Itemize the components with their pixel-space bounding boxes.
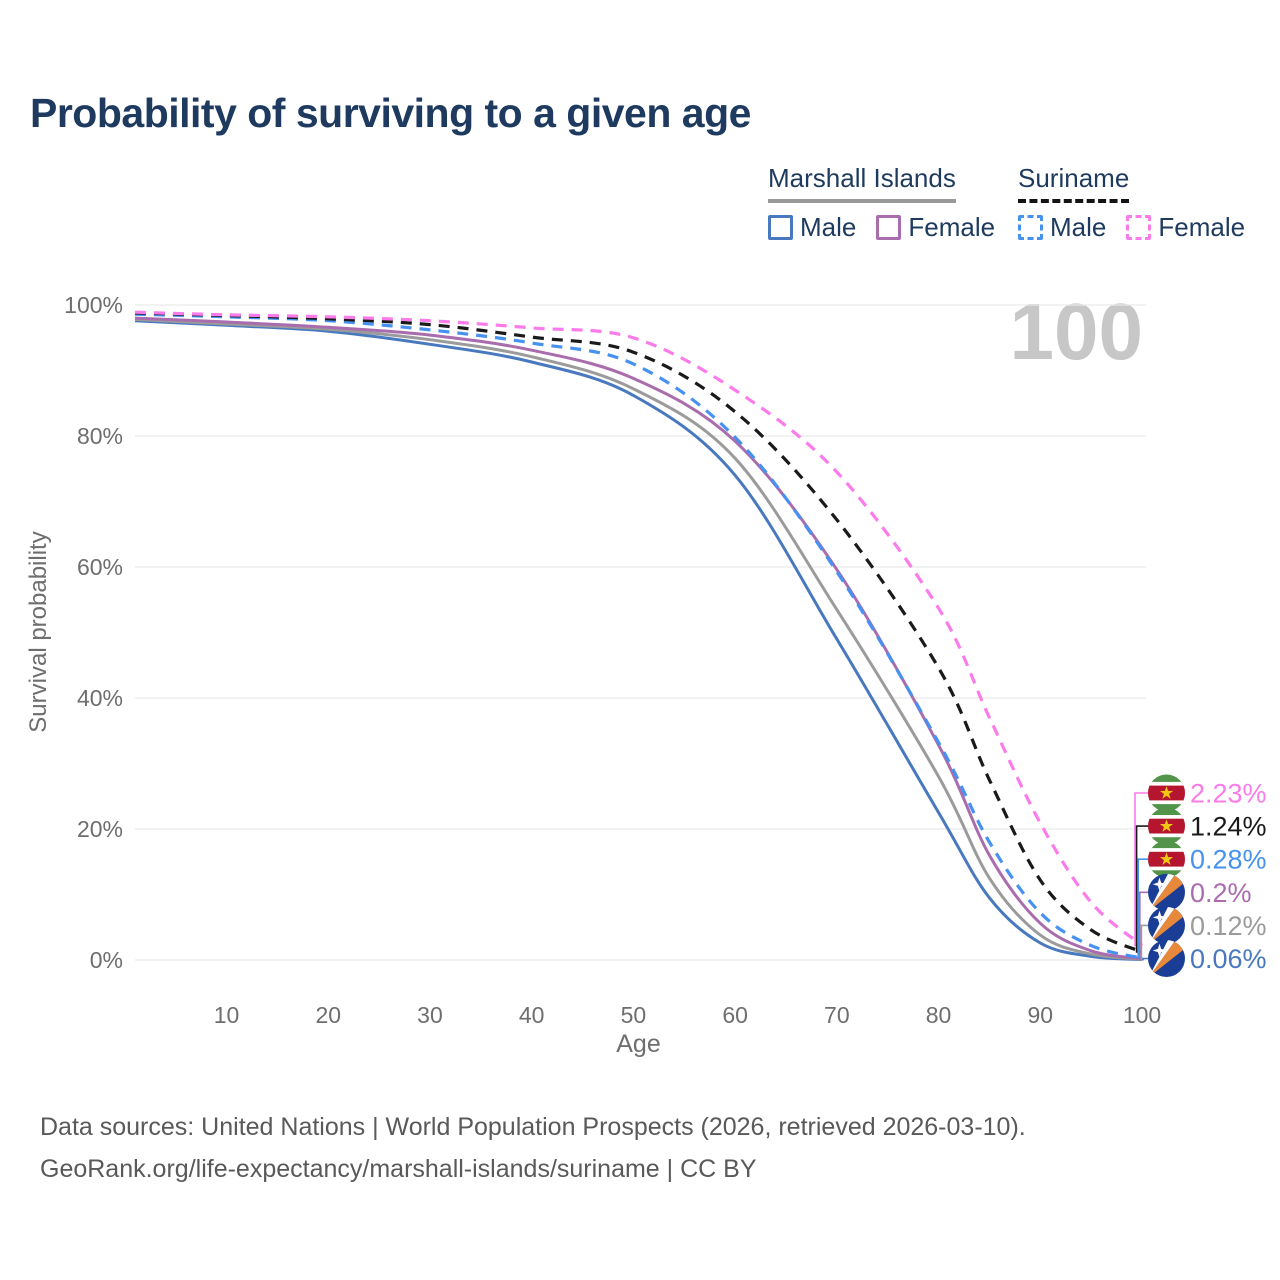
legend-label-marshall-islands-female: Female — [908, 212, 996, 242]
legend-swatch-suriname-female — [1126, 215, 1152, 240]
legend-swatch-marshall-islands-male — [768, 215, 793, 240]
legend-label-suriname-female: Female — [1158, 212, 1246, 242]
flag-icon-marshall-islands — [1148, 906, 1185, 944]
end-label-suriname-male: 0.28% — [1190, 845, 1267, 875]
flag-icon-suriname — [1148, 774, 1185, 812]
y-tick-100: 100% — [64, 292, 123, 318]
y-tick-40: 40% — [77, 685, 123, 711]
end-label-marshall-islands-male: 0.06% — [1190, 944, 1267, 974]
x-tick-80: 80 — [926, 1002, 952, 1028]
curve-suriname-male[interactable] — [134, 312, 1143, 960]
x-axis-tick-labels: 10 20 30 40 50 60 70 80 90 100 — [214, 1002, 1161, 1028]
x-tick-90: 90 — [1027, 1002, 1053, 1028]
legend-label-suriname-male: Male — [1050, 212, 1107, 242]
end-label-connector-marshall-islands-both-sexes — [1140, 924, 1148, 960]
flag-icon-suriname — [1148, 840, 1185, 878]
legend-label-marshall-islands-male: Male — [800, 212, 857, 242]
footer-data-sources: Data sources: United Nations | World Pop… — [40, 1113, 1026, 1141]
y-tick-80: 80% — [77, 423, 123, 449]
curve-suriname-female[interactable] — [134, 310, 1144, 947]
x-tick-70: 70 — [824, 1002, 850, 1028]
end-label-connector-marshall-islands-male — [1142, 957, 1148, 961]
x-tick-30: 30 — [417, 1002, 443, 1028]
x-tick-100: 100 — [1123, 1002, 1161, 1028]
y-tick-0: 0% — [90, 947, 123, 973]
end-label-marshall-islands-both-sexes: 0.12% — [1190, 911, 1267, 941]
curve-marshall-islands-both-sexes[interactable] — [134, 317, 1143, 961]
footer-attribution: GeoRank.org/life-expectancy/marshall-isl… — [40, 1155, 757, 1183]
page-title: Probability of surviving to a given age — [30, 90, 751, 136]
y-tick-20: 20% — [77, 816, 123, 842]
y-tick-60: 60% — [77, 554, 123, 580]
legend-item-marshall-islands-male[interactable]: Male — [768, 212, 856, 243]
x-tick-20: 20 — [315, 1002, 341, 1028]
legend-group-marshall-islands: Marshall Islands Male Female — [768, 163, 995, 243]
x-tick-50: 50 — [621, 1002, 647, 1028]
legend-swatch-marshall-islands-female — [876, 215, 902, 240]
x-tick-40: 40 — [519, 1002, 545, 1028]
gridlines — [135, 304, 1146, 961]
legend-item-suriname-female[interactable]: Female — [1126, 212, 1245, 243]
flag-icon-suriname — [1148, 807, 1185, 845]
y-axis-title: Survival probability — [25, 531, 52, 732]
legend-country-marshall-islands[interactable]: Marshall Islands — [768, 163, 956, 203]
legend-item-marshall-islands-female[interactable]: Female — [876, 212, 995, 243]
end-label-suriname-both-sexes: 1.24% — [1190, 812, 1267, 842]
legend-item-suriname-male[interactable]: Male — [1018, 212, 1106, 243]
curve-suriname-both-sexes[interactable] — [134, 311, 1143, 954]
legend-country-suriname[interactable]: Suriname — [1018, 163, 1130, 203]
footer: Data sources: United Nations | World Pop… — [40, 1106, 1026, 1190]
flag-icon-marshall-islands — [1148, 873, 1185, 911]
curve-marshall-islands-female[interactable] — [134, 316, 1143, 961]
flag-icon-marshall-islands — [1148, 940, 1185, 977]
end-labels: 2.23%1.24%0.28%0.2%0.12%0.06% — [1134, 779, 1267, 974]
x-axis-title: Age — [616, 1030, 660, 1058]
curves — [134, 310, 1144, 962]
y-axis-tick-labels: 0% 20% 40% 60% 80% 100% — [64, 292, 123, 973]
curve-marshall-islands-male[interactable] — [134, 319, 1143, 962]
x-tick-60: 60 — [722, 1002, 748, 1028]
end-label-suriname-female: 2.23% — [1190, 779, 1267, 809]
legend-group-suriname: Suriname Male Female — [1018, 163, 1245, 243]
end-label-marshall-islands-female: 0.2% — [1190, 878, 1252, 908]
legend-swatch-suriname-male — [1018, 215, 1043, 240]
x-tick-10: 10 — [214, 1002, 240, 1028]
